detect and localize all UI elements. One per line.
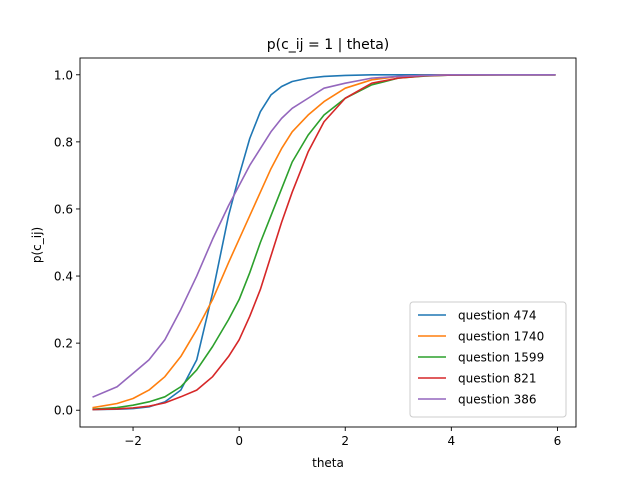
y-axis: 0.0 0.2 0.4 0.6 0.8 1.0 [54, 68, 80, 418]
chart-title: p(c_ij = 1 | theta) [267, 37, 390, 53]
legend: question 474 question 1740 question 1599 qu… [409, 301, 567, 418]
y-tick-label: 0.4 [54, 270, 73, 284]
y-tick-label: 0.6 [54, 202, 73, 216]
y-tick-label: 0.8 [54, 135, 73, 149]
plot-area [79, 57, 577, 428]
x-tick-label: −2 [124, 434, 142, 448]
legend-label-2: question 1599 [458, 351, 544, 365]
x-axis-label: theta [312, 456, 344, 470]
axes-frame [79, 57, 577, 428]
x-tick-label: 6 [554, 434, 562, 448]
x-tick-label: 2 [341, 434, 349, 448]
y-axis-label: p(c_ij) [30, 227, 44, 263]
series-line-4 [92, 73, 556, 398]
x-axis: −2 0 2 4 6 [124, 427, 561, 448]
y-tick-label: 1.0 [54, 68, 73, 82]
legend-label-4: question 386 [458, 393, 537, 407]
legend-label-0: question 474 [458, 309, 537, 323]
y-tick-label: 0.2 [54, 337, 73, 351]
series-line-3 [92, 73, 556, 411]
x-tick-label: 4 [448, 434, 456, 448]
legend-box [409, 301, 567, 418]
legend-label-3: question 821 [458, 372, 537, 386]
y-tick-label: 0.0 [54, 404, 73, 418]
legend-label-1: question 1740 [458, 330, 544, 344]
x-tick-label: 0 [235, 434, 243, 448]
